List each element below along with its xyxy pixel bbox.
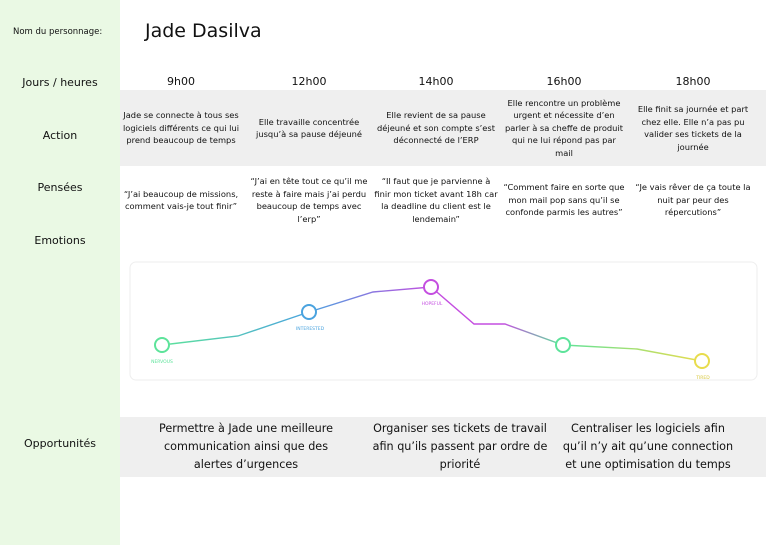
action-text: Elle revient de sa pause déjeuné et son … bbox=[377, 110, 495, 146]
emotion-label: TIRED bbox=[695, 375, 710, 381]
thought-text: “Comment faire en sorte que mon mail pop… bbox=[503, 182, 625, 218]
row-label: Pensées bbox=[37, 181, 83, 194]
action-text: Jade se connecte à tous ses logiciels di… bbox=[122, 110, 240, 146]
time-label: 16h00 bbox=[546, 75, 582, 88]
time-label: 14h00 bbox=[418, 75, 454, 88]
row-label: Jours / heures bbox=[22, 76, 98, 89]
row-label: Action bbox=[42, 129, 78, 142]
time-label: 18h00 bbox=[675, 75, 711, 88]
persona-name: Jade Dasilva bbox=[145, 20, 262, 42]
emotion-point bbox=[301, 304, 317, 320]
opportunity-text: Organiser ses tickets de travail afin qu… bbox=[372, 422, 548, 471]
thought-text: “J’ai en tête tout ce qu’il me reste à f… bbox=[250, 176, 368, 224]
row-label: Opportunités bbox=[24, 437, 96, 450]
action-band bbox=[120, 90, 766, 166]
side-panel bbox=[0, 0, 120, 545]
opportunity-band bbox=[120, 417, 766, 477]
action-text: Elle travaille concentrée jusqu’à sa pau… bbox=[256, 116, 362, 140]
thought-text: “Je vais rêver de ça toute la nuit par p… bbox=[635, 182, 751, 218]
thought-text: “J’ai beaucoup de missions, comment vais… bbox=[123, 188, 239, 212]
time-label: 12h00 bbox=[291, 75, 327, 88]
thought-text: “Il faut que je parvienne à finir mon ti… bbox=[374, 176, 498, 224]
emotion-point bbox=[154, 337, 170, 353]
action-text: Elle finit sa journée et part chez elle.… bbox=[637, 104, 749, 152]
row-label: Emotions bbox=[34, 234, 86, 247]
time-label: 9h00 bbox=[167, 75, 195, 88]
emotion-point bbox=[423, 279, 439, 295]
persona-label: Nom du personnage: bbox=[13, 27, 103, 37]
emotion-point bbox=[694, 353, 710, 369]
emotion-label: INTERESTED bbox=[296, 326, 325, 332]
opportunity-text: Permettre à Jade une meilleure communica… bbox=[158, 422, 334, 471]
emotion-label: NERVOUS bbox=[151, 359, 173, 365]
opportunity-text: Centraliser les logiciels afin qu’il n’y… bbox=[562, 422, 734, 471]
emotion-label: HOPEFUL bbox=[422, 301, 443, 307]
chart-box bbox=[129, 261, 758, 381]
action-text: Elle rencontre un problème urgent et néc… bbox=[504, 97, 624, 158]
emotion-point bbox=[555, 337, 571, 353]
emotion-curve bbox=[161, 286, 703, 362]
